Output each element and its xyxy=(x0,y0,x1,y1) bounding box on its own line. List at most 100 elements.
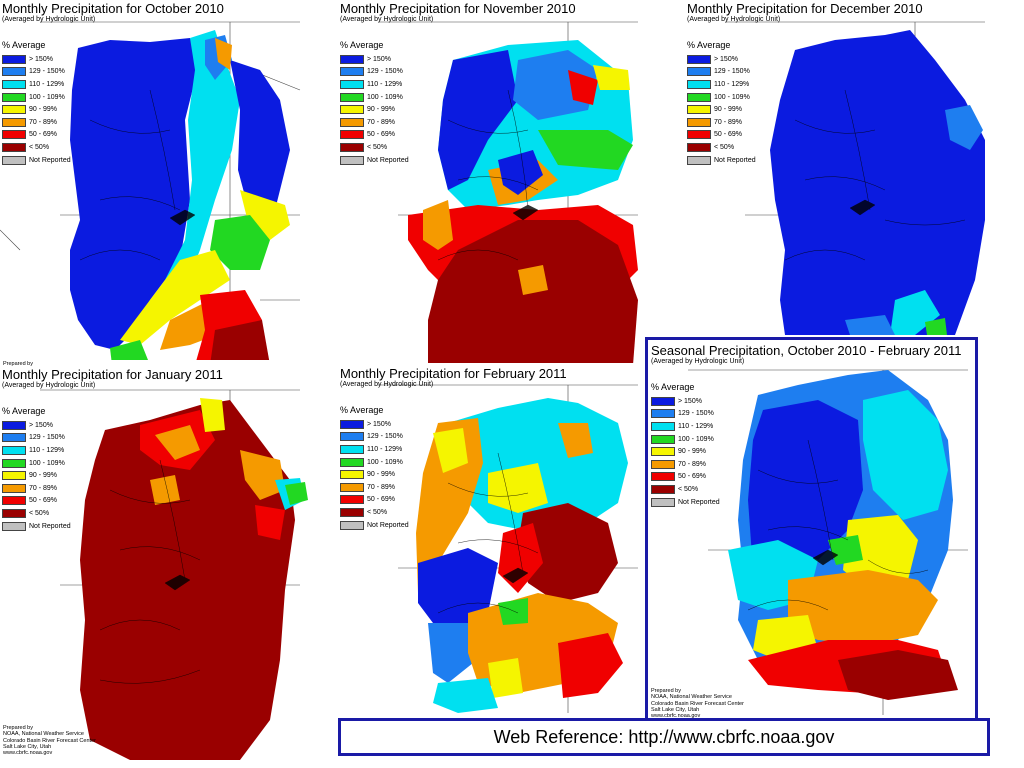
legend-item: 70 - 89% xyxy=(651,458,720,471)
panel-seasonal-oct2010-feb2011: Seasonal Precipitation, October 2010 - F… xyxy=(645,337,978,722)
basin-region-orange-s xyxy=(518,265,548,295)
legend-item: 90 - 99% xyxy=(340,103,409,116)
legend-label: 129 - 150% xyxy=(29,434,65,442)
legend-rows: > 150% 129 - 150% 110 - 129% 100 - 109% 90 -… xyxy=(651,395,720,508)
basin-region-darkred-mid xyxy=(518,503,618,603)
legend-label: > 150% xyxy=(367,55,391,63)
legend-swatch xyxy=(340,470,364,480)
legend-item: 50 - 69% xyxy=(340,494,409,507)
legend-item: Not Reported xyxy=(651,496,720,509)
legend-item: 100 - 109% xyxy=(2,91,71,104)
legend-label: 129 - 150% xyxy=(714,68,750,76)
legend-swatch xyxy=(340,419,364,429)
legend-swatch xyxy=(651,434,675,444)
legend-rows: > 150% 129 - 150% 110 - 129% 100 - 109% 90 -… xyxy=(340,418,409,531)
legend-label: Not Reported xyxy=(29,522,71,530)
legend-item: 70 - 89% xyxy=(340,116,409,129)
legend-swatch xyxy=(651,396,675,406)
legend-swatch xyxy=(340,432,364,442)
legend-swatch xyxy=(2,130,26,140)
legend: % Average > 150% 129 - 150% 110 - 129% 100 … xyxy=(340,405,409,531)
legend-item: 90 - 99% xyxy=(2,103,71,116)
credit-line: www.cbrfc.noaa.gov xyxy=(3,750,53,757)
basin-region-red-east xyxy=(255,505,285,540)
legend-item: 100 - 109% xyxy=(340,456,409,469)
legend-swatch xyxy=(340,155,364,165)
credit-line: Colorado Basin River Forecast Center xyxy=(651,700,744,707)
basin-region-blue xyxy=(70,38,200,350)
web-reference-banner[interactable]: Web Reference: http://www.cbrfc.noaa.gov xyxy=(338,718,990,756)
basin-region-green xyxy=(210,215,270,270)
legend-item: < 50% xyxy=(687,141,756,154)
legend-item: 100 - 109% xyxy=(2,457,71,470)
legend-swatch xyxy=(2,458,26,468)
legend-swatch xyxy=(651,409,675,419)
credit-line: Prepared by xyxy=(651,688,681,694)
legend-rows: > 150% 129 - 150% 110 - 129% 100 - 109% 90 -… xyxy=(340,53,409,166)
basin-region-green xyxy=(538,130,633,170)
legend-label: Not Reported xyxy=(678,498,720,506)
legend-swatch xyxy=(2,420,26,430)
panel-november-2010: Monthly Precipitation for November 2010 … xyxy=(338,0,658,365)
legend-item: 90 - 99% xyxy=(2,469,71,482)
legend-label: > 150% xyxy=(367,420,391,428)
legend-item: > 150% xyxy=(687,53,756,66)
legend-heading: % Average xyxy=(340,40,384,50)
legend-item: 110 - 129% xyxy=(2,78,71,91)
legend-label: 129 - 150% xyxy=(29,68,65,76)
legend-swatch xyxy=(2,117,26,127)
web-reference-text[interactable]: Web Reference: http://www.cbrfc.noaa.gov xyxy=(493,726,835,747)
legend-label: 100 - 109% xyxy=(367,93,403,101)
legend-item: Not Reported xyxy=(2,154,71,167)
legend-item: 129 - 150% xyxy=(687,66,756,79)
legend-label: 110 - 129% xyxy=(29,446,65,454)
credit-line: Prepared by xyxy=(3,725,33,731)
basin-region-midblue-sw xyxy=(428,623,473,683)
legend-item: Not Reported xyxy=(340,154,409,167)
map-title: Monthly Precipitation for February 2011 xyxy=(340,366,567,381)
basin-region-yellow-north xyxy=(593,65,630,90)
legend-item: 100 - 109% xyxy=(687,91,756,104)
legend-label: 90 - 99% xyxy=(29,106,58,114)
legend-item: < 50% xyxy=(651,483,720,496)
legend-item: 70 - 89% xyxy=(2,482,71,495)
legend-label: 90 - 99% xyxy=(29,472,58,480)
basin-region-yellow-south xyxy=(488,658,523,698)
legend-swatch xyxy=(340,117,364,127)
legend-label: > 150% xyxy=(714,55,738,63)
basin-region-darkred-south xyxy=(210,320,270,365)
legend-item: 90 - 99% xyxy=(687,103,756,116)
legend-swatch xyxy=(2,445,26,455)
legend-rows: > 150% 129 - 150% 110 - 129% 100 - 109% 90 -… xyxy=(687,53,756,166)
legend-label: 70 - 89% xyxy=(29,484,58,492)
legend-swatch xyxy=(340,507,364,517)
legend-item: 129 - 150% xyxy=(340,66,409,79)
precip-map-november xyxy=(378,21,638,365)
legend-label: < 50% xyxy=(29,509,50,517)
basin-region-blue xyxy=(438,50,518,190)
legend: % Average > 150% 129 - 150% 110 - 129% 100 … xyxy=(340,40,409,166)
basin-region-yellow-north xyxy=(200,398,225,432)
basin-region-green-east xyxy=(285,482,308,505)
basin-region-green-south xyxy=(498,598,528,625)
basin-region-orange-north xyxy=(215,38,232,70)
precip-map-december xyxy=(725,21,985,335)
legend-label: 100 - 109% xyxy=(714,93,750,101)
legend-label: < 50% xyxy=(678,485,699,493)
legend-item: 129 - 150% xyxy=(2,432,71,445)
legend-item: 100 - 109% xyxy=(651,433,720,446)
legend: % Average > 150% 129 - 150% 110 - 129% 100 … xyxy=(2,40,71,166)
map-subtitle: (Averaged by Hydrologic Unit) xyxy=(340,381,434,388)
legend-swatch xyxy=(340,67,364,77)
legend-label: 50 - 69% xyxy=(714,131,743,139)
legend-rows: > 150% 129 - 150% 110 - 129% 100 - 109% 90 -… xyxy=(2,53,71,166)
legend-label: 50 - 69% xyxy=(367,131,396,139)
legend-label: 110 - 129% xyxy=(367,80,403,88)
legend-swatch xyxy=(340,105,364,115)
legend-swatch xyxy=(2,521,26,531)
legend-swatch xyxy=(2,483,26,493)
legend-rows: > 150% 129 - 150% 110 - 129% 100 - 109% 90 -… xyxy=(2,419,71,532)
legend-swatch xyxy=(2,142,26,152)
legend-label: Not Reported xyxy=(29,156,71,164)
map-subtitle: (Averaged by Hydrologic Unit) xyxy=(2,16,96,23)
